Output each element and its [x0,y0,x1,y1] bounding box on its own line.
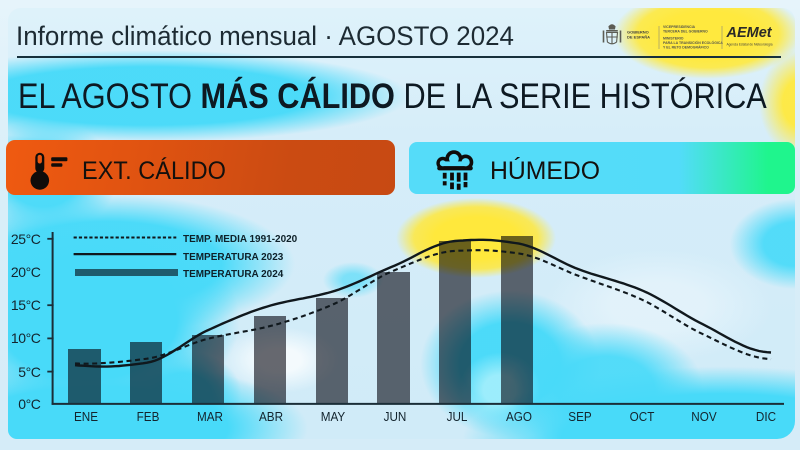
svg-text:DE ESPAÑA: DE ESPAÑA [627,35,650,40]
svg-text:TERCERA DEL GOBIERNO: TERCERA DEL GOBIERNO [663,30,708,34]
svg-text:Y EL RETO DEMOGRÁFICO: Y EL RETO DEMOGRÁFICO [663,45,709,50]
svg-text:Agencia Estatal de Meteorologí: Agencia Estatal de Meteorología [727,42,773,46]
svg-text:AEMet: AEMet [726,25,773,41]
svg-text:VICEPRESIDENCIA: VICEPRESIDENCIA [663,25,696,29]
svg-text:PARA LA TRANSICIÓN ECOLÓGICA: PARA LA TRANSICIÓN ECOLÓGICA [663,40,723,45]
svg-text:GOBIERNO: GOBIERNO [627,30,649,35]
svg-text:MINISTERIO: MINISTERIO [663,37,684,41]
